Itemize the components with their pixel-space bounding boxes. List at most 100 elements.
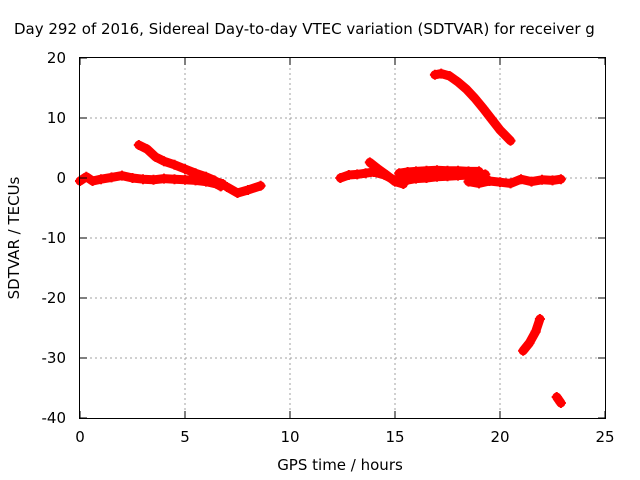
data-point <box>222 182 232 192</box>
data-point <box>518 345 529 356</box>
data-point <box>429 69 440 80</box>
series-line <box>222 181 266 198</box>
data-point <box>159 156 169 167</box>
series-arc-4 <box>222 180 266 198</box>
y-tick-label: 0 <box>56 169 66 187</box>
data-point <box>516 174 526 185</box>
data-point <box>343 170 354 180</box>
data-point <box>402 167 413 177</box>
data-point <box>390 176 400 187</box>
x-tick-label: 5 <box>180 428 190 446</box>
x-tick-label: 20 <box>490 428 509 446</box>
data-point <box>547 175 558 186</box>
data-point <box>478 103 489 114</box>
data-point <box>463 176 474 187</box>
data-point <box>117 170 127 181</box>
data-point <box>526 176 537 187</box>
series-arc-8 <box>429 68 516 146</box>
data-point <box>469 93 480 104</box>
series-line <box>430 69 515 146</box>
data-point <box>474 178 484 189</box>
series-arc-7 <box>394 165 484 179</box>
y-axis-label: SDTVAR / TECUs <box>5 176 23 299</box>
data-point <box>442 165 453 176</box>
data-point <box>87 176 98 186</box>
data-point <box>421 165 432 176</box>
data-point <box>394 168 405 179</box>
data-point <box>159 173 169 184</box>
data-point <box>209 176 220 186</box>
x-tick-label: 25 <box>595 428 614 446</box>
data-point <box>150 152 161 162</box>
data-point <box>169 159 180 170</box>
y-tick-label: -40 <box>42 409 67 427</box>
data-point <box>138 174 148 185</box>
data-point <box>201 173 211 183</box>
x-tick-label: 15 <box>385 428 404 446</box>
data-point <box>81 171 92 182</box>
data-point <box>537 174 547 185</box>
y-tick-label: -30 <box>42 349 67 367</box>
data-point <box>243 185 253 195</box>
x-axis-label: GPS time / hours <box>277 456 403 474</box>
data-point <box>453 165 463 176</box>
data-point <box>255 180 266 191</box>
data-point <box>461 84 472 95</box>
y-tick-label: -20 <box>42 289 67 307</box>
data-point <box>436 68 447 79</box>
data-point <box>335 173 346 183</box>
data-point <box>142 144 153 155</box>
axis-ticks: 0 5 10 15 20 25 -40 -30 -20 -10 0 10 20 <box>42 49 615 446</box>
data-point <box>106 172 117 183</box>
series-arc-6 <box>364 157 409 189</box>
data-point <box>352 169 363 180</box>
data-point <box>484 176 495 186</box>
y-tick-label: -10 <box>42 229 67 247</box>
data-point <box>96 174 106 185</box>
data-point <box>486 114 497 125</box>
x-tick-label: 10 <box>280 428 299 446</box>
data-point <box>505 178 516 189</box>
data-point <box>180 174 190 185</box>
data-point <box>474 166 484 177</box>
data-point <box>373 164 384 174</box>
data-point <box>505 135 516 146</box>
data-point <box>444 71 455 81</box>
series-arc-11 <box>551 392 566 408</box>
data-point <box>148 174 159 185</box>
y-tick-label: 20 <box>47 49 66 67</box>
grid <box>80 58 605 418</box>
data-point <box>381 170 392 180</box>
y-tick-label: 10 <box>47 109 66 127</box>
data-point <box>398 179 409 189</box>
data-point <box>453 77 463 87</box>
data-point <box>495 125 505 135</box>
data-point <box>555 398 566 408</box>
data-point <box>463 166 474 177</box>
data-point <box>534 314 545 324</box>
data-point <box>551 392 562 402</box>
x-tick-label: 0 <box>75 428 85 446</box>
data-point <box>530 326 541 337</box>
data-series <box>75 68 566 408</box>
series-arc-10 <box>518 314 545 356</box>
data-point <box>180 164 190 174</box>
data-point <box>127 173 138 183</box>
data-point <box>360 168 371 179</box>
series-line <box>518 314 545 356</box>
data-point <box>495 177 505 188</box>
data-point <box>524 338 535 348</box>
series-line <box>193 171 228 189</box>
data-point <box>169 174 180 185</box>
data-point <box>432 165 442 176</box>
data-point <box>364 157 375 168</box>
series-arc-9 <box>463 174 566 189</box>
data-point <box>232 188 243 198</box>
plot-frame <box>79 57 606 419</box>
data-point <box>411 166 421 177</box>
data-point <box>133 140 144 150</box>
data-point <box>555 174 566 185</box>
chart-title: Day 292 of 2016, Sidereal Day-to-day VTE… <box>14 20 595 38</box>
series-line <box>464 174 566 188</box>
